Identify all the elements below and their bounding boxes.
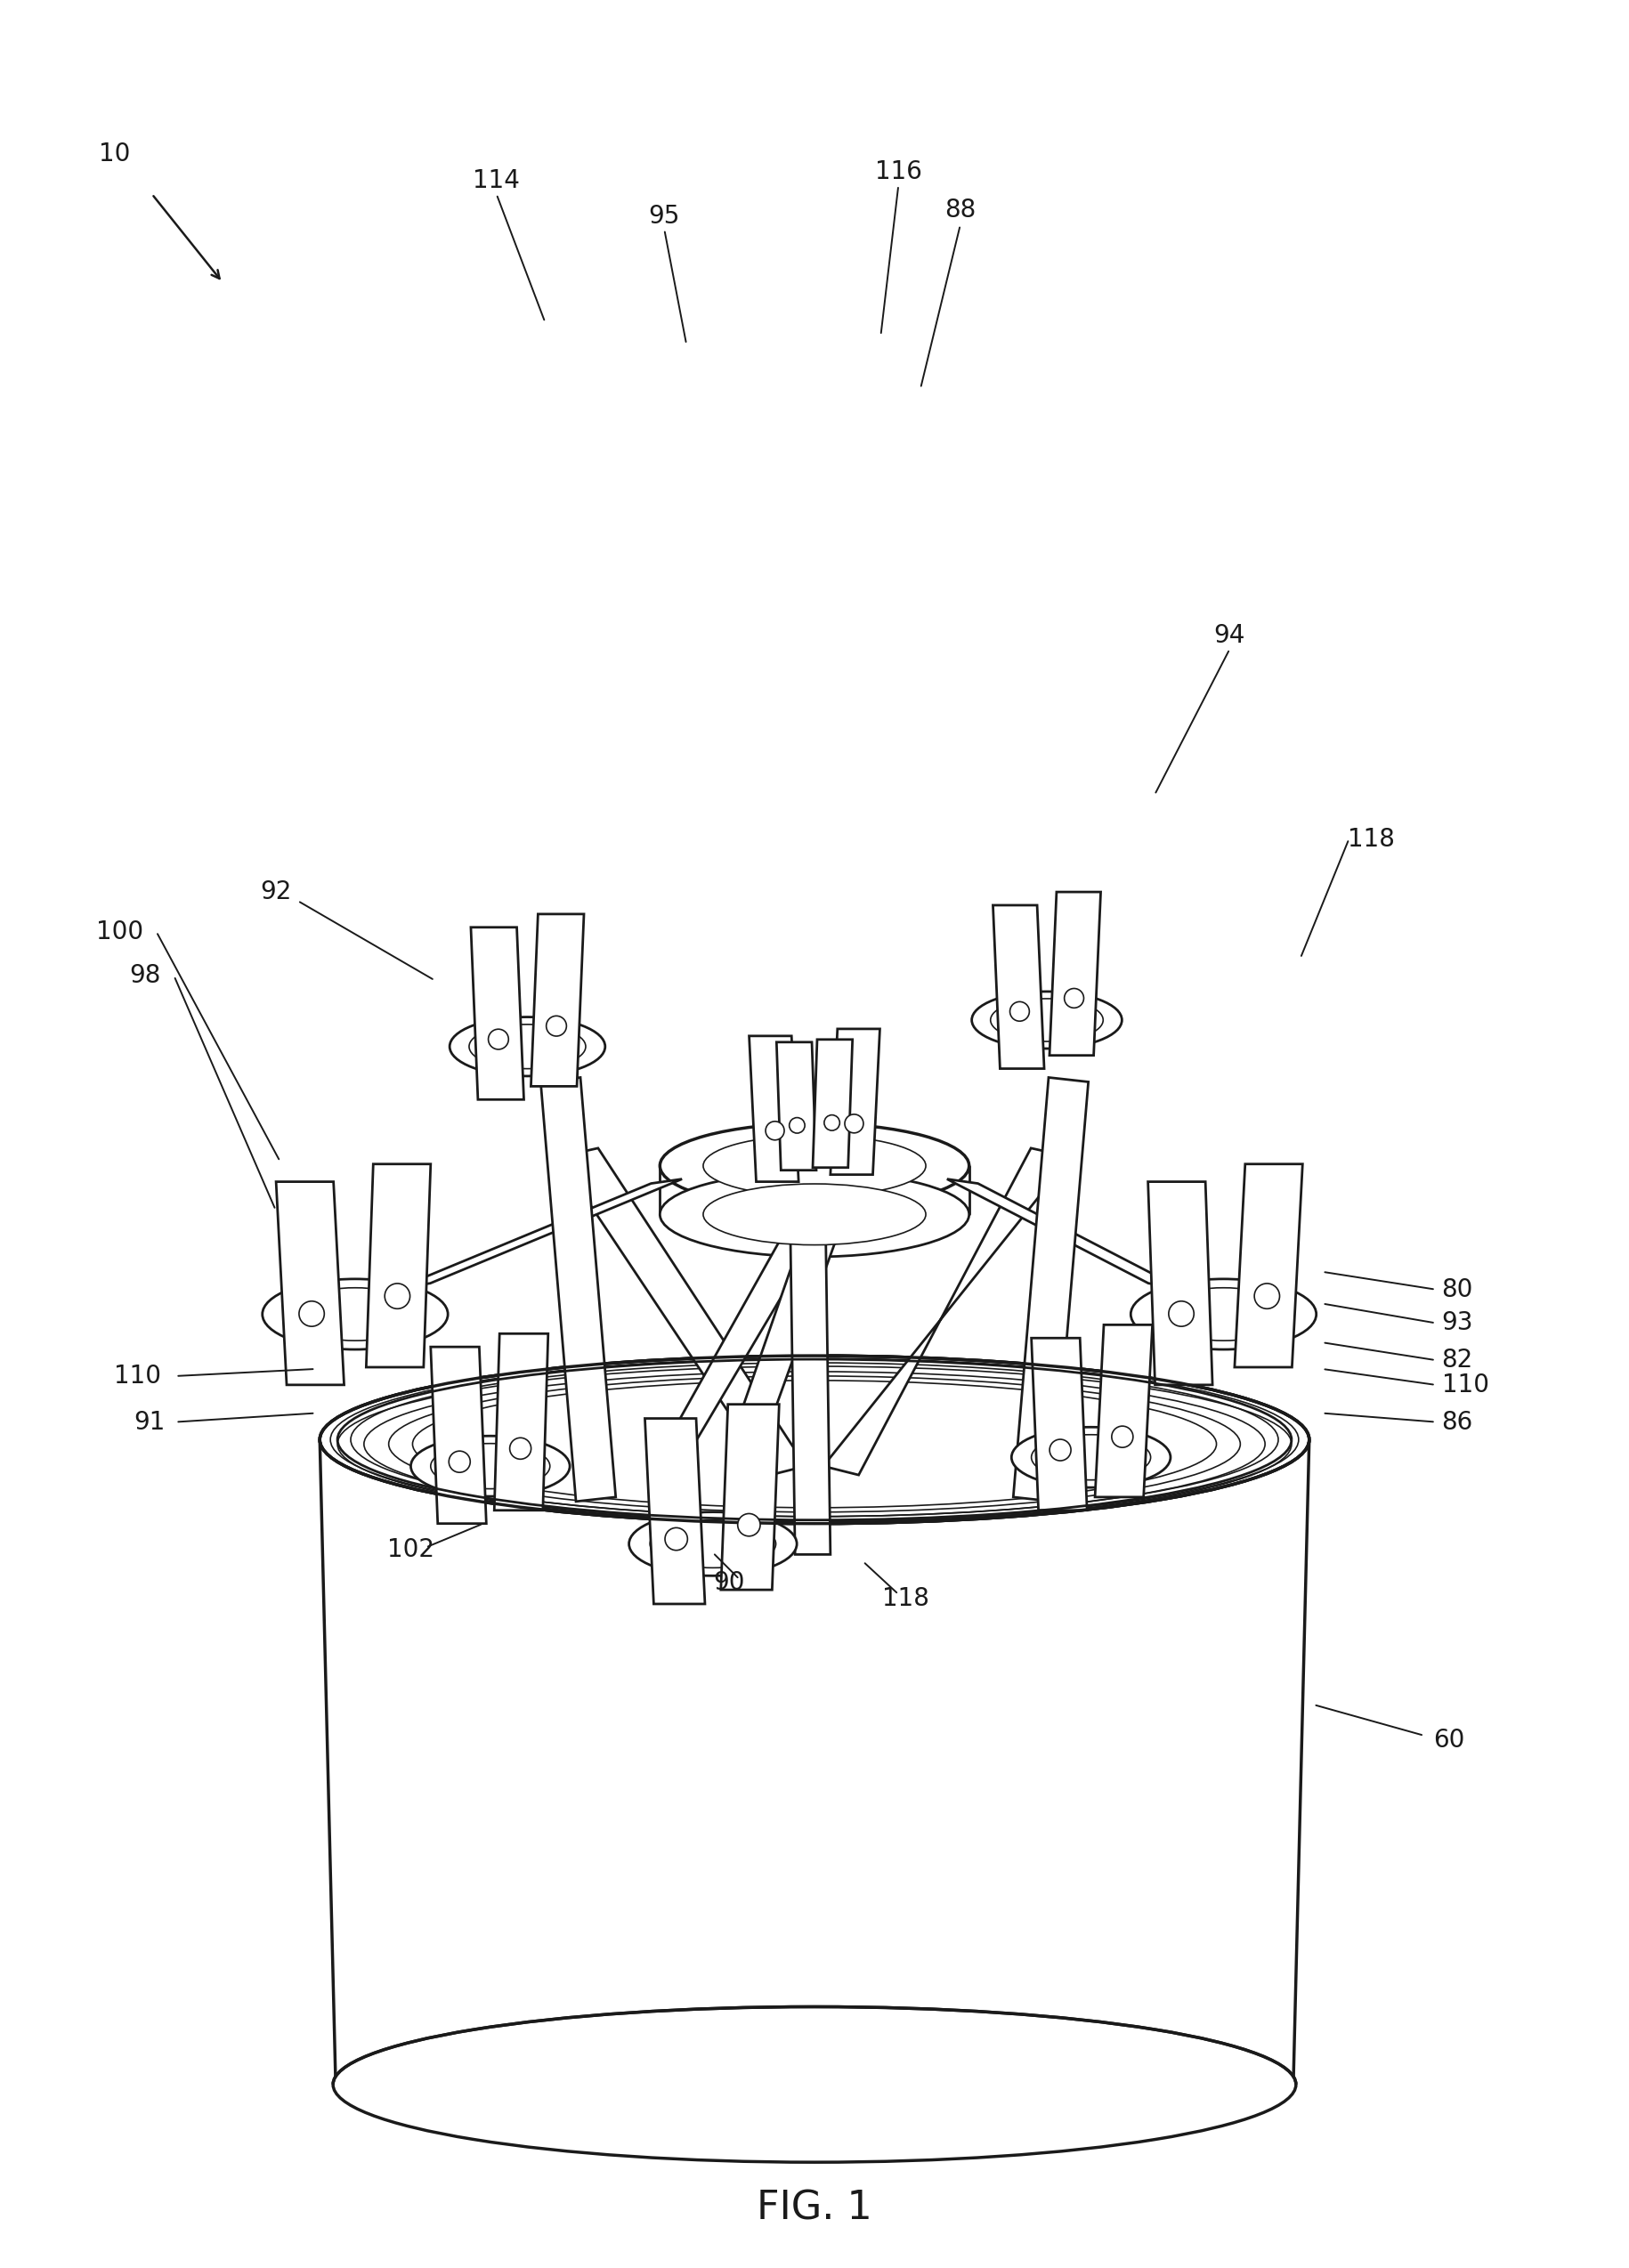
Circle shape: [1010, 1002, 1030, 1021]
Text: 100: 100: [96, 919, 143, 943]
Text: 91: 91: [134, 1408, 165, 1433]
Ellipse shape: [1131, 1279, 1316, 1349]
Polygon shape: [1013, 1077, 1088, 1501]
Ellipse shape: [704, 1184, 925, 1245]
Polygon shape: [531, 914, 583, 1086]
Polygon shape: [777, 1041, 816, 1170]
Text: 60: 60: [1434, 1728, 1464, 1753]
Polygon shape: [722, 1404, 779, 1590]
Text: 110: 110: [114, 1363, 161, 1388]
Polygon shape: [494, 1334, 547, 1510]
Polygon shape: [559, 1148, 806, 1474]
Text: 92: 92: [261, 880, 292, 905]
Ellipse shape: [332, 2007, 1297, 2161]
Circle shape: [738, 1513, 761, 1535]
Text: 90: 90: [714, 1569, 744, 1594]
Polygon shape: [541, 1077, 616, 1501]
Circle shape: [546, 1016, 567, 1036]
Text: 80: 80: [1442, 1277, 1473, 1302]
Circle shape: [845, 1114, 863, 1134]
Ellipse shape: [412, 1381, 1217, 1508]
Polygon shape: [749, 1036, 798, 1182]
Circle shape: [766, 1120, 784, 1141]
Circle shape: [1049, 1440, 1070, 1461]
Circle shape: [384, 1284, 411, 1309]
Text: 118: 118: [1347, 826, 1394, 850]
Ellipse shape: [337, 1365, 1292, 1522]
Ellipse shape: [450, 1016, 604, 1075]
Polygon shape: [994, 905, 1044, 1068]
Polygon shape: [1049, 891, 1101, 1055]
Polygon shape: [790, 1193, 831, 1554]
Text: 82: 82: [1442, 1347, 1473, 1372]
Circle shape: [665, 1529, 687, 1551]
Text: 10: 10: [99, 143, 130, 168]
Ellipse shape: [389, 1377, 1240, 1513]
Ellipse shape: [629, 1513, 797, 1576]
Polygon shape: [831, 1030, 880, 1175]
Text: 114: 114: [472, 168, 520, 193]
Polygon shape: [645, 1418, 705, 1603]
Circle shape: [1254, 1284, 1280, 1309]
Polygon shape: [430, 1347, 487, 1524]
Text: 118: 118: [881, 1585, 929, 1610]
Ellipse shape: [660, 1123, 969, 1209]
Text: 110: 110: [1442, 1372, 1489, 1397]
Text: 95: 95: [648, 204, 679, 229]
Circle shape: [1168, 1302, 1194, 1327]
Polygon shape: [813, 1039, 852, 1168]
Polygon shape: [665, 1227, 823, 1447]
Circle shape: [300, 1302, 324, 1327]
Ellipse shape: [319, 1356, 1310, 1524]
Ellipse shape: [411, 1436, 570, 1497]
Polygon shape: [823, 1148, 1070, 1474]
Circle shape: [489, 1030, 508, 1050]
Text: 102: 102: [388, 1538, 435, 1563]
Polygon shape: [1148, 1182, 1212, 1386]
Ellipse shape: [363, 1372, 1266, 1517]
Ellipse shape: [704, 1136, 925, 1195]
Polygon shape: [275, 1182, 344, 1386]
Text: 88: 88: [945, 197, 976, 222]
Polygon shape: [1235, 1163, 1303, 1368]
Text: FIG. 1: FIG. 1: [757, 2189, 872, 2227]
Circle shape: [824, 1116, 839, 1129]
Polygon shape: [399, 1179, 683, 1288]
Circle shape: [510, 1438, 531, 1458]
Ellipse shape: [660, 1173, 969, 1256]
Ellipse shape: [973, 991, 1122, 1048]
Text: 93: 93: [1442, 1311, 1473, 1336]
Polygon shape: [730, 1227, 841, 1447]
Circle shape: [1064, 989, 1083, 1007]
Text: 94: 94: [1214, 624, 1246, 649]
Text: 98: 98: [129, 964, 161, 989]
Polygon shape: [1031, 1338, 1087, 1510]
Text: 86: 86: [1442, 1408, 1473, 1433]
Circle shape: [790, 1118, 805, 1134]
Polygon shape: [367, 1163, 430, 1368]
Polygon shape: [946, 1179, 1179, 1288]
Circle shape: [1111, 1427, 1134, 1447]
Ellipse shape: [262, 1279, 448, 1349]
Text: 116: 116: [875, 159, 922, 184]
Ellipse shape: [1012, 1427, 1171, 1488]
Polygon shape: [1095, 1325, 1152, 1497]
Circle shape: [450, 1452, 471, 1472]
Polygon shape: [471, 928, 525, 1100]
